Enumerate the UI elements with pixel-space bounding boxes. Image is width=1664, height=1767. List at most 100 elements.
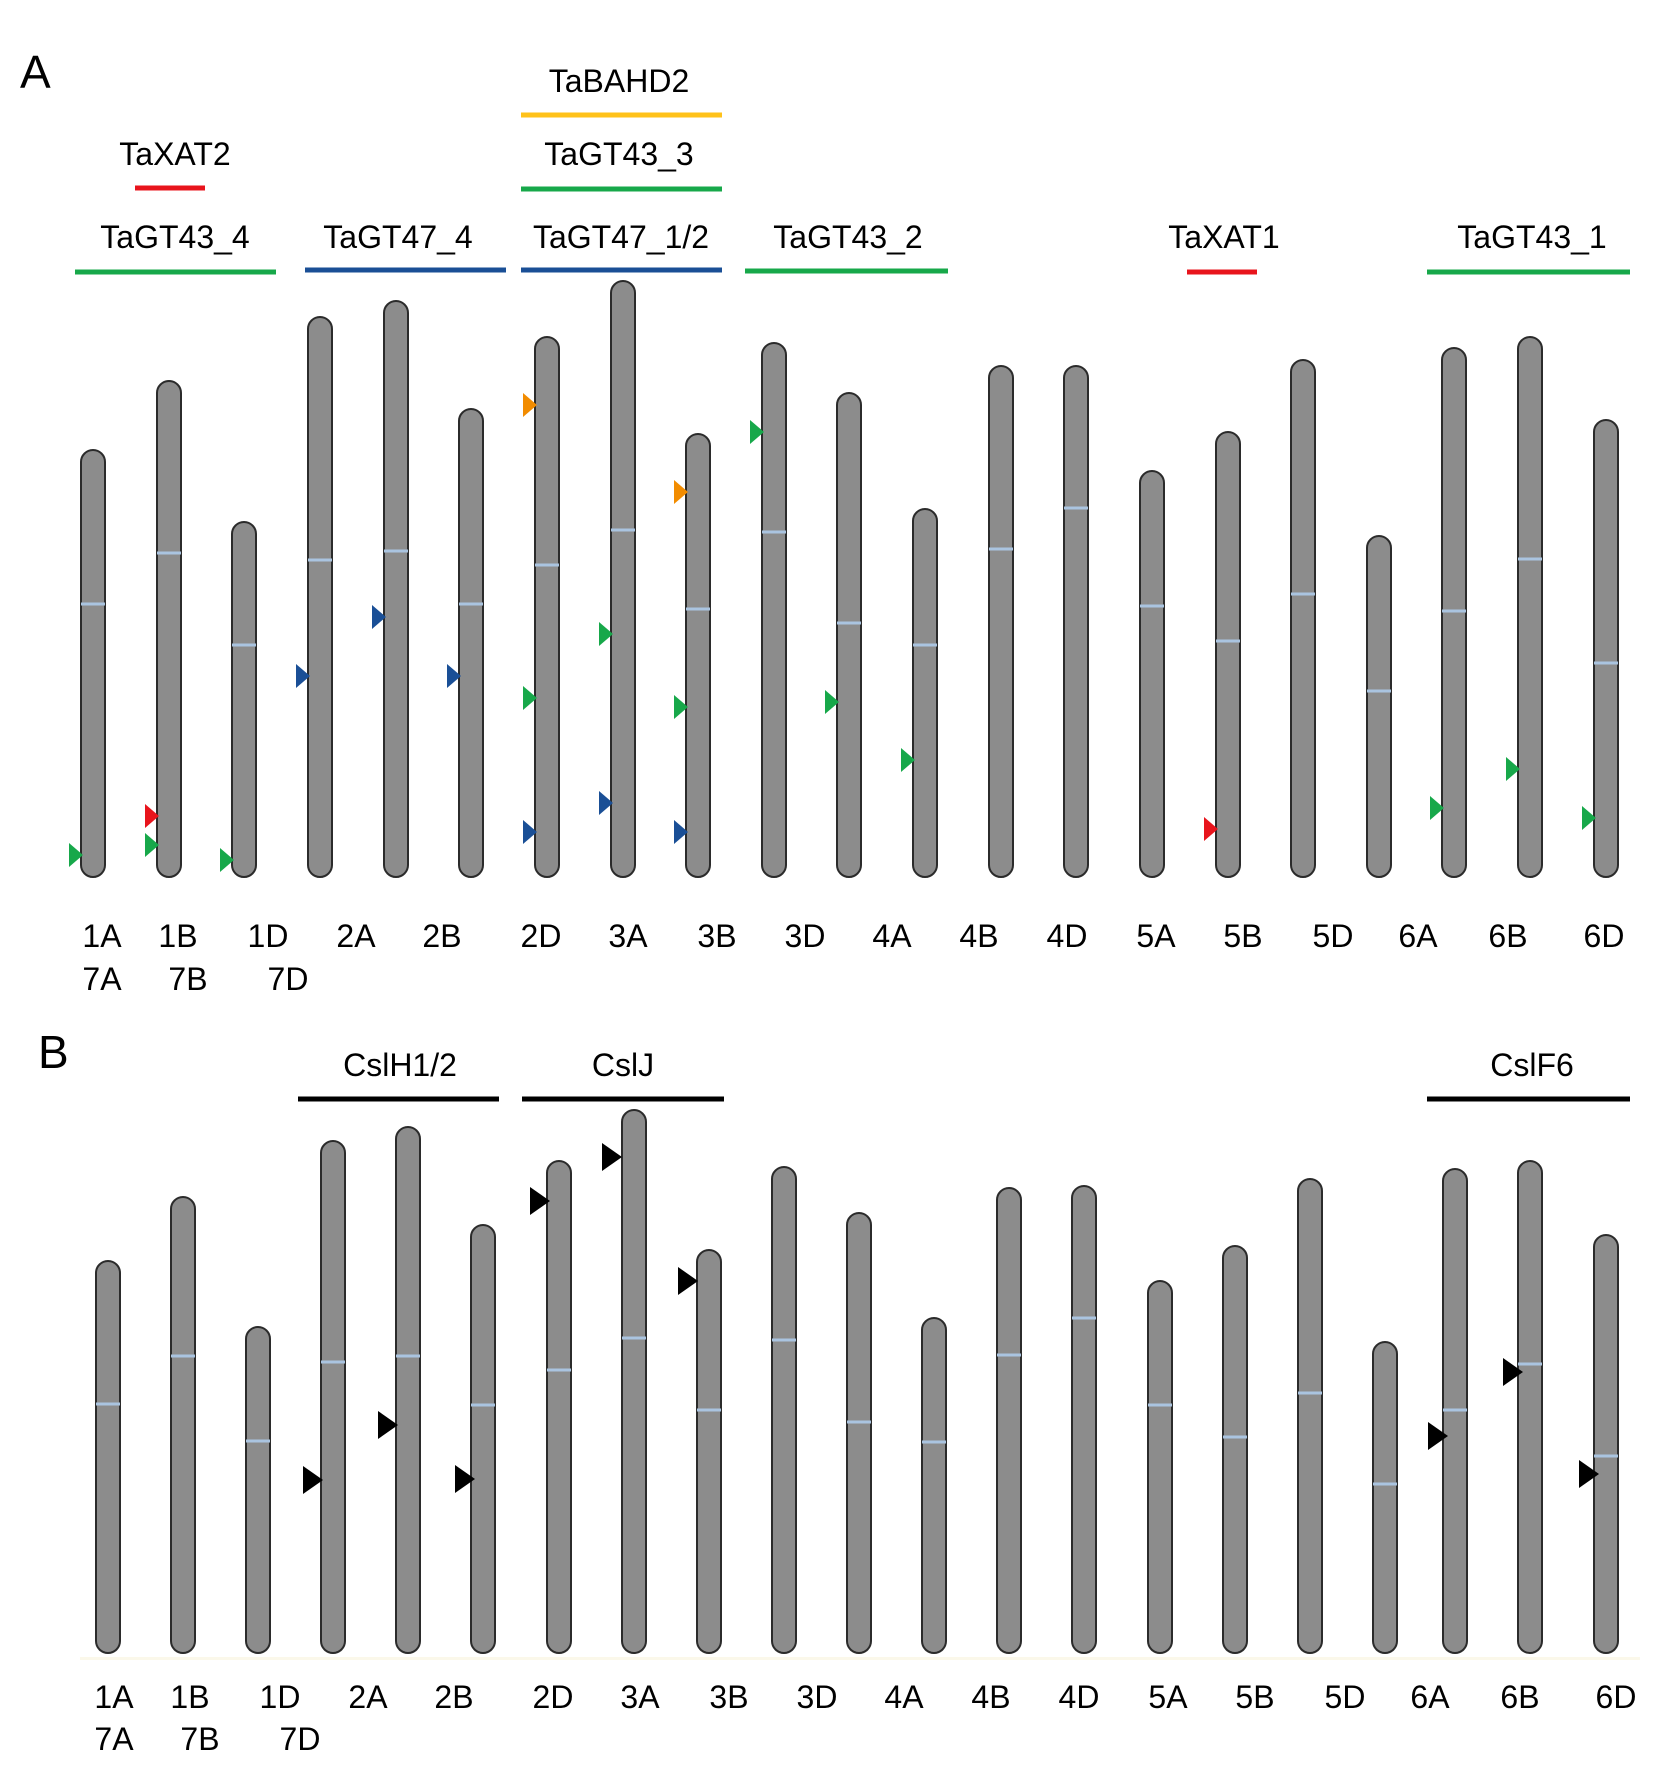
gene-marker xyxy=(599,791,613,815)
group-label-tagt47-4: TaGT47_4 xyxy=(323,219,472,255)
chr-label-3a: 3A xyxy=(608,918,648,954)
panel-a-chromosomes xyxy=(80,280,1619,878)
panel-b-markers xyxy=(303,1143,1599,1494)
panel-a-letter: A xyxy=(20,46,51,98)
chr-label-4b: 4B xyxy=(959,918,998,954)
chromosome-5d-short xyxy=(1366,535,1392,878)
chromosome-1b xyxy=(170,1196,196,1654)
group-label-tagt43-4: TaGT43_4 xyxy=(100,219,249,255)
chr-label-4a: 4A xyxy=(884,1679,924,1715)
group-label-tabahd2: TaBAHD2 xyxy=(549,63,690,99)
chr-label-6b: 6B xyxy=(1500,1679,1539,1715)
chromosome-5b xyxy=(1147,1280,1173,1654)
chr-label-2d: 2D xyxy=(533,1679,574,1715)
chromosome-3b xyxy=(610,280,636,878)
chr-label-2a: 2A xyxy=(348,1679,388,1715)
group-label-tagt43-2: TaGT43_2 xyxy=(773,219,922,255)
chr-label-5d: 5D xyxy=(1325,1679,1366,1715)
gene-marker xyxy=(1503,1358,1523,1386)
chr-label-6b: 6B xyxy=(1488,918,1527,954)
chromosome-3b xyxy=(621,1109,647,1654)
gene-marker xyxy=(447,664,461,688)
chromosome-3d xyxy=(696,1249,722,1654)
chr-label-7a: 7A xyxy=(94,1721,134,1757)
gene-marker xyxy=(599,622,613,646)
chromosome-3d xyxy=(685,433,711,878)
chr-label-1b: 1B xyxy=(170,1679,209,1715)
chr-label-7b: 7B xyxy=(168,961,207,997)
chromosome-5d-short xyxy=(1372,1341,1398,1654)
chr-label-5a: 5A xyxy=(1148,1679,1188,1715)
chromosome-1b xyxy=(156,380,182,878)
chromosome-2d xyxy=(458,408,484,878)
chromosome-5a xyxy=(1063,365,1089,878)
panel-a-markers xyxy=(69,393,1596,872)
chr-label-7b: 7B xyxy=(180,1721,219,1757)
chromosome-4b xyxy=(846,1212,872,1654)
chr-label-7a: 7A xyxy=(82,961,122,997)
panel-b: B CslH1/2 CslJ CslF6 xyxy=(38,1026,1640,1757)
chr-label-2b: 2B xyxy=(434,1679,473,1715)
gene-marker xyxy=(523,393,537,417)
group-label-cslf6: CslF6 xyxy=(1490,1047,1574,1083)
chr-label-3b: 3B xyxy=(697,918,736,954)
chromosome-4d-alt xyxy=(996,1187,1022,1654)
gene-marker xyxy=(69,843,83,867)
gene-marker xyxy=(378,1411,398,1439)
gene-marker xyxy=(1428,1422,1448,1450)
group-label-tagt43-3: TaGT43_3 xyxy=(544,136,693,172)
gene-marker xyxy=(750,420,764,444)
panel-b-chromosomes xyxy=(95,1109,1619,1654)
chromosome-5d xyxy=(1215,431,1241,878)
chromosome-6b xyxy=(1517,1160,1543,1654)
chromosome-6d xyxy=(1593,419,1619,878)
chr-label-1d: 1D xyxy=(260,1679,301,1715)
chromosome-4a xyxy=(771,1166,797,1654)
gene-marker xyxy=(1582,806,1596,830)
chr-label-6a: 6A xyxy=(1410,1679,1450,1715)
chromosome-2a xyxy=(307,316,333,878)
gene-marker xyxy=(303,1466,323,1494)
group-label-taxat2: TaXAT2 xyxy=(119,136,230,172)
chr-label-3b: 3B xyxy=(709,1679,748,1715)
chromosome-6a-pre xyxy=(1290,359,1316,878)
chr-label-3a: 3A xyxy=(620,1679,660,1715)
panel-b-baseline xyxy=(80,1657,1640,1660)
chromosome-4b xyxy=(836,392,862,878)
chr-label-7d: 7D xyxy=(268,961,309,997)
gene-marker xyxy=(523,820,537,844)
chr-label-4d: 4D xyxy=(1059,1679,1100,1715)
chromosome-3a xyxy=(534,336,560,878)
chr-label-7d: 7D xyxy=(280,1721,321,1757)
chromosome-1d xyxy=(231,521,257,878)
chromosome-5d xyxy=(1222,1245,1248,1654)
chromosome-6d xyxy=(1593,1234,1619,1654)
chr-label-1d: 1D xyxy=(248,918,289,954)
chr-label-3d: 3D xyxy=(785,918,826,954)
chromosome-2b xyxy=(395,1126,421,1654)
chr-label-4a: 4A xyxy=(872,918,912,954)
chromosome-2b xyxy=(383,300,409,878)
group-label-cslj: CslJ xyxy=(592,1047,654,1083)
gene-marker xyxy=(372,605,386,629)
chr-label-3d: 3D xyxy=(797,1679,838,1715)
gene-marker xyxy=(1579,1460,1599,1488)
chr-label-5a: 5A xyxy=(1136,918,1176,954)
gene-marker xyxy=(1430,796,1444,820)
chromosome-6a-pre xyxy=(1297,1178,1323,1654)
chromosome-1a xyxy=(80,449,106,878)
group-label-tagt47-1-2: TaGT47_1/2 xyxy=(533,219,709,255)
gene-marker xyxy=(145,804,159,828)
chromosome-6a xyxy=(1441,347,1467,878)
chromosome-1a xyxy=(95,1260,121,1654)
gene-marker xyxy=(678,1267,698,1295)
gene-marker xyxy=(825,690,839,714)
chr-label-5d: 5D xyxy=(1313,918,1354,954)
chr-label-1b: 1B xyxy=(158,918,197,954)
group-label-taxat1: TaXAT1 xyxy=(1168,219,1279,255)
gene-marker xyxy=(145,833,159,857)
chr-label-5b: 5B xyxy=(1223,918,1262,954)
gene-marker xyxy=(674,480,688,504)
panel-a: A TaXAT2 TaGT43_4 TaGT47_4 TaBAHD2 TaGT4… xyxy=(20,46,1630,997)
gene-marker xyxy=(674,695,688,719)
